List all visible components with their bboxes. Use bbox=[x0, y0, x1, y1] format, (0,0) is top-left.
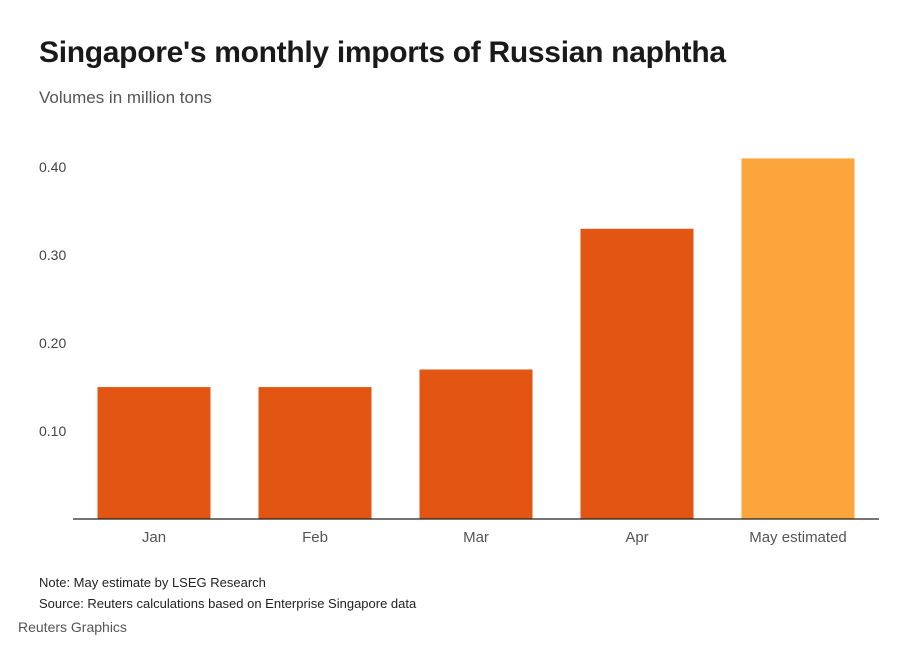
bar-chart: 0.10 0.20 0.30 0.40 Jan Feb Mar Apr May estimat… bbox=[39, 158, 879, 546]
x-tick-label: Jan bbox=[142, 529, 166, 546]
credit-text: Reuters Graphics bbox=[18, 619, 127, 635]
bar bbox=[741, 158, 855, 519]
y-axis-ticks: 0.10 0.20 0.30 0.40 bbox=[39, 159, 66, 439]
bars-group bbox=[97, 158, 855, 519]
y-tick-label: 0.30 bbox=[39, 247, 66, 263]
note-text: Note: May estimate by LSEG Research bbox=[39, 575, 266, 590]
x-tick-label: May estimated bbox=[749, 529, 847, 546]
x-tick-label: Apr bbox=[625, 529, 648, 546]
x-tick-label: Feb bbox=[302, 529, 328, 546]
bar bbox=[580, 228, 694, 519]
bar bbox=[97, 387, 211, 519]
chart-notes: Note: May estimate by LSEG Research Sour… bbox=[39, 572, 416, 614]
x-axis-ticks: Jan Feb Mar Apr May estimated bbox=[142, 529, 847, 546]
x-tick-label: Mar bbox=[463, 529, 489, 546]
source-text: Source: Reuters calculations based on En… bbox=[39, 596, 417, 611]
chart-subtitle: Volumes in million tons bbox=[39, 88, 212, 107]
chart-title: Singapore's monthly imports of Russian n… bbox=[39, 36, 726, 69]
bar bbox=[419, 369, 533, 519]
y-tick-label: 0.10 bbox=[39, 423, 66, 439]
y-tick-label: 0.40 bbox=[39, 159, 66, 175]
bar bbox=[258, 387, 372, 519]
y-tick-label: 0.20 bbox=[39, 335, 66, 351]
